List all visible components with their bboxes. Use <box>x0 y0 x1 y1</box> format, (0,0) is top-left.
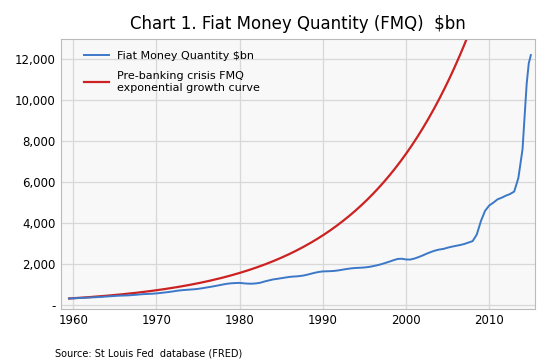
Pre-banking crisis FMQ
exponential growth curve <box>343 216 350 220</box>
Pre-banking crisis FMQ
exponential growth curve <box>287 251 294 256</box>
Fiat Money Quantity $bn <box>424 252 430 256</box>
Line: Fiat Money Quantity $bn: Fiat Money Quantity $bn <box>69 55 531 298</box>
Line: Pre-banking crisis FMQ
exponential growth curve: Pre-banking crisis FMQ exponential growt… <box>69 0 535 298</box>
Legend: Fiat Money Quantity $bn, Pre-banking crisis FMQ
exponential growth curve: Fiat Money Quantity $bn, Pre-banking cri… <box>80 47 265 97</box>
Text: Source: St Louis Fed  database (FRED): Source: St Louis Fed database (FRED) <box>55 348 242 358</box>
Fiat Money Quantity $bn <box>66 296 73 301</box>
Fiat Money Quantity $bn <box>249 282 255 286</box>
Fiat Money Quantity $bn <box>195 287 201 291</box>
Fiat Money Quantity $bn <box>370 264 376 269</box>
Fiat Money Quantity $bn <box>199 286 206 291</box>
Pre-banking crisis FMQ
exponential growth curve <box>318 234 324 239</box>
Fiat Money Quantity $bn <box>527 53 534 57</box>
Pre-banking crisis FMQ
exponential growth curve <box>290 250 296 254</box>
Title: Chart 1. Fiat Money Quantity (FMQ)  $bn: Chart 1. Fiat Money Quantity (FMQ) $bn <box>130 15 466 33</box>
Pre-banking crisis FMQ
exponential growth curve <box>448 73 454 77</box>
Fiat Money Quantity $bn <box>120 293 127 298</box>
Pre-banking crisis FMQ
exponential growth curve <box>66 296 73 301</box>
